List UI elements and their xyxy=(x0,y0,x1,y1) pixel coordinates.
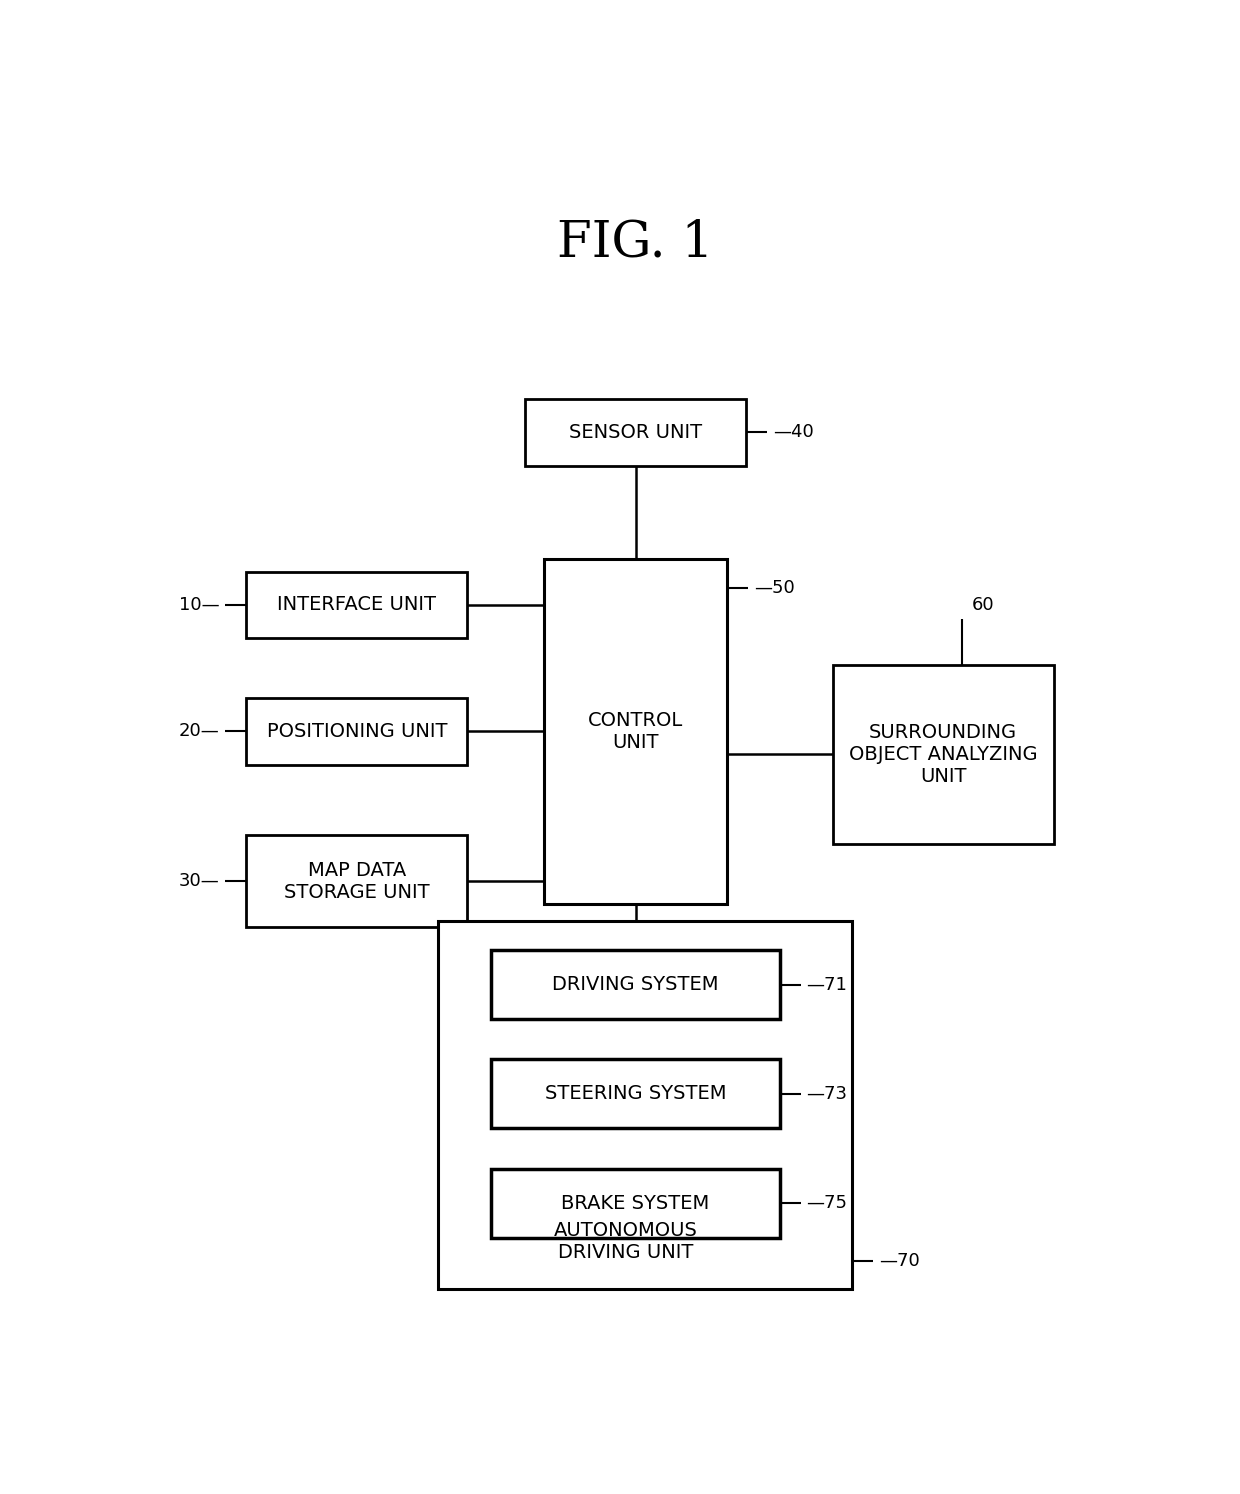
Text: INTERFACE UNIT: INTERFACE UNIT xyxy=(278,596,436,614)
Text: —70: —70 xyxy=(879,1252,919,1270)
Text: 30—: 30— xyxy=(179,872,219,890)
Bar xyxy=(525,399,746,466)
Text: —75: —75 xyxy=(806,1194,848,1212)
Bar xyxy=(832,665,1054,844)
Bar xyxy=(491,950,780,1019)
Text: —71: —71 xyxy=(806,976,847,994)
Text: —50: —50 xyxy=(754,578,795,596)
Text: STEERING SYSTEM: STEERING SYSTEM xyxy=(544,1085,727,1104)
Text: POSITIONING UNIT: POSITIONING UNIT xyxy=(267,722,448,741)
Text: 60: 60 xyxy=(972,596,994,614)
Bar xyxy=(544,559,727,904)
Bar xyxy=(247,835,467,926)
Text: MAP DATA
STORAGE UNIT: MAP DATA STORAGE UNIT xyxy=(284,861,429,901)
Bar xyxy=(491,1059,780,1128)
Bar xyxy=(439,922,852,1289)
Bar xyxy=(247,698,467,765)
Text: SENSOR UNIT: SENSOR UNIT xyxy=(569,423,702,442)
Text: BRAKE SYSTEM: BRAKE SYSTEM xyxy=(562,1194,709,1213)
Text: CONTROL
UNIT: CONTROL UNIT xyxy=(588,711,683,751)
Text: SURROUNDING
OBJECT ANALYZING
UNIT: SURROUNDING OBJECT ANALYZING UNIT xyxy=(848,723,1038,786)
Text: —40: —40 xyxy=(773,423,813,441)
Text: FIG. 1: FIG. 1 xyxy=(557,218,714,267)
Bar xyxy=(247,572,467,638)
Text: —73: —73 xyxy=(806,1085,848,1103)
Text: 20—: 20— xyxy=(179,723,219,741)
Text: AUTONOMOUS
DRIVING UNIT: AUTONOMOUS DRIVING UNIT xyxy=(554,1221,698,1261)
Bar xyxy=(491,1168,780,1237)
Text: DRIVING SYSTEM: DRIVING SYSTEM xyxy=(552,976,719,994)
Text: 10—: 10— xyxy=(179,596,219,614)
